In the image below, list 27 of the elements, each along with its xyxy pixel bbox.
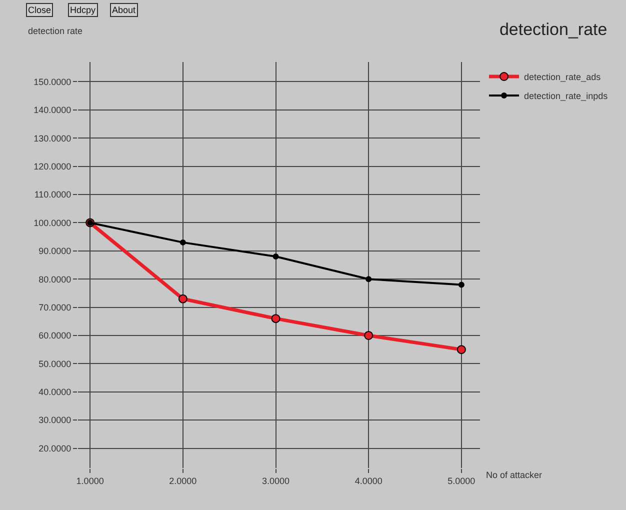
y-tick-label: 80.0000 xyxy=(38,274,72,284)
x-tick-label: 2.0000 xyxy=(169,476,197,486)
y-tick-label: 150.0000 xyxy=(34,76,72,87)
y-tick-label: 50.0000 xyxy=(38,358,72,369)
y-tick-label: 140.0000 xyxy=(34,105,72,116)
x-tick-label: 4.0000 xyxy=(354,476,382,486)
x-tick-label: 3.0000 xyxy=(262,476,290,486)
y-tick-label: 110.0000 xyxy=(34,190,72,200)
text: detection_rate xyxy=(499,20,608,39)
x-tick-label: 1.0000 xyxy=(76,476,104,486)
y-tick-label: 60.0000 xyxy=(38,330,72,341)
y-tick-label: 70.0000 xyxy=(38,302,72,312)
y-tick-label: 40.0000 xyxy=(38,387,72,398)
text: Hdcpy xyxy=(70,5,96,15)
y-tick-label: 130.0000 xyxy=(34,133,72,144)
y-tick-label: 90.0000 xyxy=(38,246,72,256)
text: Close xyxy=(28,5,52,15)
y-tick-label: 30.0000 xyxy=(38,415,72,426)
y-tick-label: 20.0000 xyxy=(38,443,72,454)
legend-label: detection_rate_inpds xyxy=(524,91,608,102)
text: About xyxy=(112,5,136,15)
x-axis-title: No of attacker xyxy=(486,470,542,480)
y-axis-title: detection rate xyxy=(28,26,83,36)
x-tick-label: 5.0000 xyxy=(448,476,476,486)
y-tick-label: 100.0000 xyxy=(34,218,72,228)
legend-label: detection_rate_ads xyxy=(524,72,602,82)
y-tick-label: 120.0000 xyxy=(34,161,72,172)
